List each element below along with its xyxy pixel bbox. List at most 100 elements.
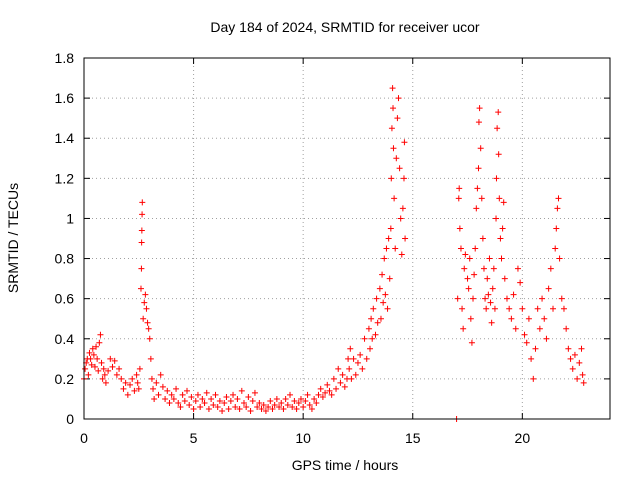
data-point <box>491 305 498 312</box>
data-point <box>150 385 157 392</box>
data-point <box>514 265 521 272</box>
data-point <box>554 205 561 212</box>
data-point <box>317 385 324 392</box>
data-point <box>479 235 486 242</box>
data-point <box>374 319 381 326</box>
data-point <box>308 405 315 412</box>
data-point <box>367 345 374 352</box>
data-point <box>569 365 576 372</box>
data-point <box>105 367 112 374</box>
y-tick-label: 1 <box>66 210 74 226</box>
x-tick-label: 10 <box>295 430 311 446</box>
data-point <box>91 363 98 370</box>
data-point <box>297 395 304 402</box>
data-point <box>392 245 399 252</box>
data-point <box>181 397 188 404</box>
data-point <box>245 393 252 400</box>
data-point <box>162 395 169 402</box>
data-point <box>398 251 405 258</box>
data-point <box>346 365 353 372</box>
data-point <box>475 119 482 126</box>
data-point <box>576 359 583 366</box>
data-point <box>208 395 215 402</box>
data-point <box>313 399 320 406</box>
data-point <box>148 375 155 382</box>
data-point <box>372 331 379 338</box>
data-point <box>478 195 485 202</box>
data-point <box>166 399 173 406</box>
y-tick-label: 0.6 <box>55 291 75 307</box>
data-point <box>550 305 557 312</box>
data-point <box>380 299 387 306</box>
data-point <box>124 391 131 398</box>
data-point <box>141 299 148 306</box>
data-point <box>553 225 560 232</box>
data-point <box>85 371 92 378</box>
data-point <box>347 345 354 352</box>
data-point <box>495 109 502 116</box>
data-point <box>319 393 326 400</box>
data-point <box>541 315 548 322</box>
data-point <box>100 365 107 372</box>
data-point <box>221 399 228 406</box>
data-point <box>348 375 355 382</box>
data-point <box>462 251 469 258</box>
data-point <box>523 339 530 346</box>
data-point <box>197 403 204 410</box>
data-point <box>227 397 234 404</box>
data-point <box>82 365 89 372</box>
data-point <box>558 295 565 302</box>
data-point <box>134 379 141 386</box>
data-point <box>350 355 357 362</box>
data-point <box>315 391 322 398</box>
data-point <box>118 375 125 382</box>
data-point <box>96 339 103 346</box>
data-point <box>363 355 370 362</box>
data-point <box>466 255 473 262</box>
data-point <box>467 315 474 322</box>
data-point <box>194 391 201 398</box>
data-point <box>88 361 95 368</box>
data-point <box>461 265 468 272</box>
data-point <box>214 403 221 410</box>
data-point <box>341 383 348 390</box>
data-point <box>390 145 397 152</box>
data-point <box>383 245 390 252</box>
data-point <box>101 371 108 378</box>
y-tick-label: 0.4 <box>55 331 75 347</box>
data-point <box>464 275 471 282</box>
data-point <box>116 365 123 372</box>
data-point <box>493 175 500 182</box>
data-point <box>560 305 567 312</box>
data-point <box>345 355 352 362</box>
data-point <box>485 291 492 298</box>
data-point <box>474 185 481 192</box>
data-point <box>397 215 404 222</box>
data-point <box>389 85 396 92</box>
data-point <box>138 227 145 234</box>
data-point <box>543 335 550 342</box>
data-point <box>131 387 138 394</box>
data-point <box>170 395 177 402</box>
axis-ticks: 0 0.2 0.4 0.6 0.8 1 1.2 1.4 1.6 1.8 0 5 10 15 20 <box>55 50 610 446</box>
data-point <box>177 403 184 410</box>
data-point <box>521 331 528 338</box>
data-point <box>138 265 145 272</box>
data-point <box>120 385 127 392</box>
data-point <box>357 351 364 358</box>
data-point <box>164 387 171 394</box>
data-point <box>354 359 361 366</box>
data-point <box>135 385 142 392</box>
data-point <box>109 363 116 370</box>
data-point <box>260 401 267 408</box>
data-point <box>477 145 484 152</box>
data-point <box>122 379 129 386</box>
data-point <box>395 95 402 102</box>
data-point <box>199 395 206 402</box>
data-point <box>489 285 496 292</box>
data-point <box>210 401 217 408</box>
data-point <box>399 205 406 212</box>
data-point <box>499 225 506 232</box>
data-point <box>498 255 505 262</box>
x-tick-label: 20 <box>515 430 531 446</box>
